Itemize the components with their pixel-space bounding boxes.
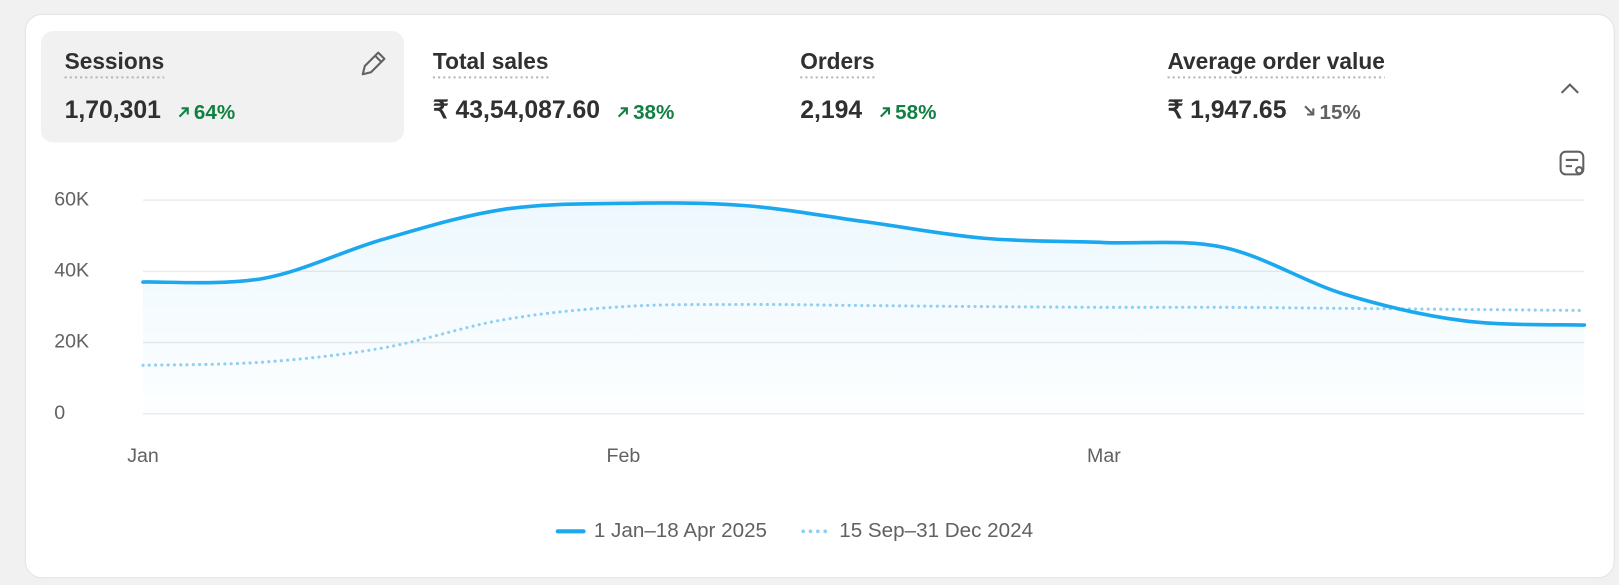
trend-arrow [1304, 105, 1315, 116]
metric-label: Orders [800, 48, 874, 74]
selected-metric-bg[interactable] [40, 30, 405, 143]
series-line [141, 201, 1587, 327]
metrics: Sessions 1,70,301 64% Total sales ₹ 43,54,08… [64, 48, 1385, 124]
y-tick-label: 20K [54, 331, 89, 353]
legend-label[interactable]: 1 Jan–18 Apr 2025 [594, 519, 767, 542]
metric-value: ₹ 43,54,087.60 [433, 97, 600, 124]
trend-arrow [617, 107, 628, 118]
metric-label: Sessions [65, 48, 165, 74]
metric-change: 38% [633, 101, 674, 124]
metric-value: 2,194 [800, 97, 862, 124]
metric-change: 15% [1320, 101, 1361, 124]
y-tick-label: 0 [54, 402, 65, 424]
chart: 0 20K 40K 60K Jan Feb Mar 1 Jan–18 Apr 2025 15 S… [54, 188, 1587, 542]
y-tick-label: 60K [54, 188, 89, 210]
metric-value: 1,70,301 [65, 97, 162, 124]
legend-label[interactable]: 15 Sep–31 Dec 2024 [839, 519, 1033, 542]
collapse-icon[interactable] [1560, 83, 1579, 94]
x-tick-label: Jan [127, 445, 159, 467]
y-tick-label: 40K [54, 260, 89, 282]
metric-change: 64% [194, 101, 235, 124]
metric-label: Average order value [1168, 48, 1385, 74]
metric-change: 58% [895, 101, 936, 124]
area-fill [142, 202, 1585, 414]
x-tick-label: Mar [1087, 445, 1121, 467]
trend-arrow [178, 107, 189, 118]
trend-arrow [879, 107, 891, 118]
insight-icon[interactable] [1559, 150, 1585, 176]
metric-label: Total sales [433, 48, 549, 74]
edit-icon[interactable] [361, 51, 386, 76]
metric-value: ₹ 1,947.65 [1168, 97, 1287, 124]
x-tick-label: Feb [607, 445, 641, 467]
